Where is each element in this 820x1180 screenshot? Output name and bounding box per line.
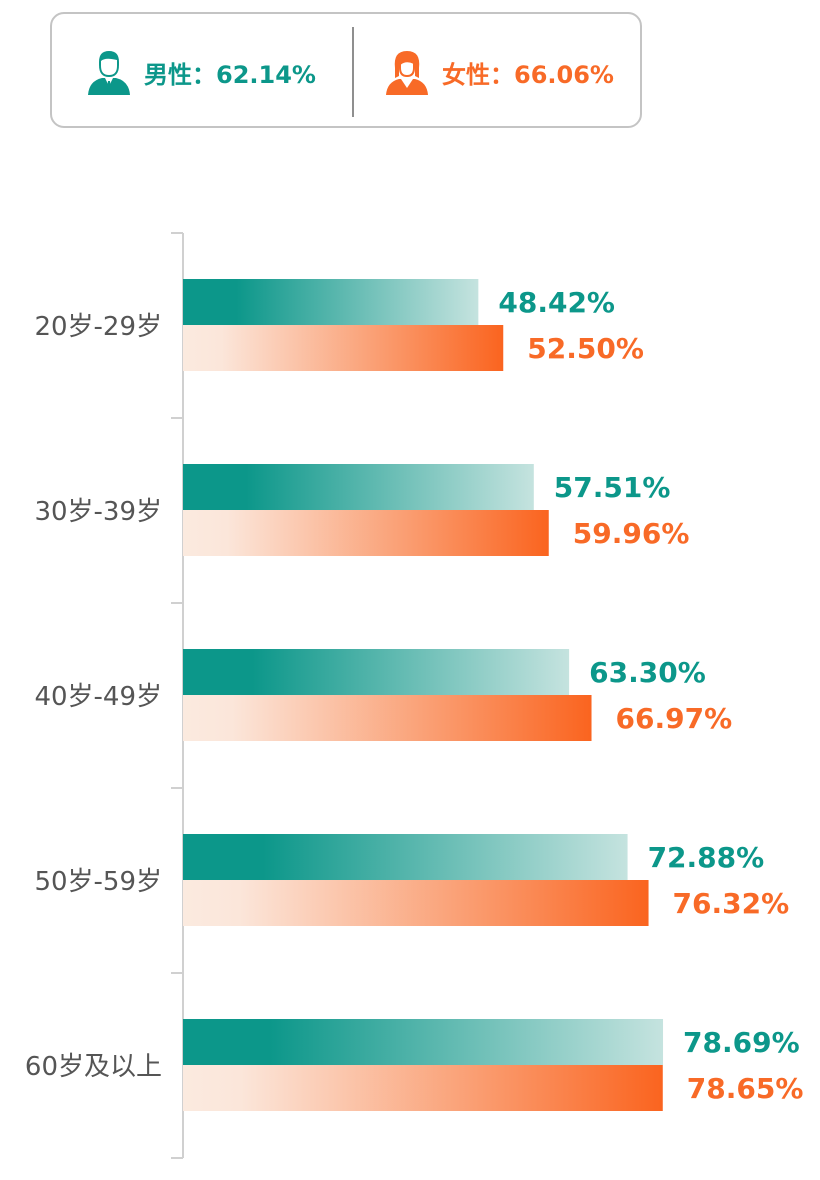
male-value-label: 63.30% [589,656,706,689]
male-bar [183,649,570,695]
female-bar [183,510,549,556]
female-bar [183,880,649,926]
female-value-label: 66.97% [616,702,733,735]
male-bar [183,1019,664,1065]
female-value-label: 59.96% [573,517,690,550]
legend-female: 女性：66.06% [384,14,614,130]
category-label: 60岁及以上 [25,1052,162,1082]
female-bar [183,695,592,741]
legend-female-label: 女性：66.06% [442,60,614,89]
category-label: 50岁-59岁 [34,867,162,897]
male-bar [183,464,534,510]
male-value-label: 48.42% [498,286,615,319]
female-value-label: 78.65% [687,1072,804,1105]
male-bar [183,834,628,880]
female-value-label: 52.50% [527,332,644,365]
legend-box: 男性：62.14% 女性：66.06% [50,12,642,128]
female-bar [183,325,504,371]
legend-divider [352,27,354,117]
female-value-label: 76.32% [673,887,790,920]
male-value-label: 72.88% [648,841,765,874]
category-label: 40岁-49岁 [34,682,162,712]
female-bar [183,1065,663,1111]
category-label: 30岁-39岁 [34,497,162,527]
male-value-label: 57.51% [554,471,671,504]
male-bar [183,279,479,325]
legend-male: 男性：62.14% [86,14,316,130]
male-value-label: 78.69% [683,1026,800,1059]
male-user-icon [88,51,130,95]
category-label: 20岁-29岁 [34,312,162,342]
legend-male-label: 男性：62.14% [144,60,316,89]
female-user-icon [386,51,428,95]
